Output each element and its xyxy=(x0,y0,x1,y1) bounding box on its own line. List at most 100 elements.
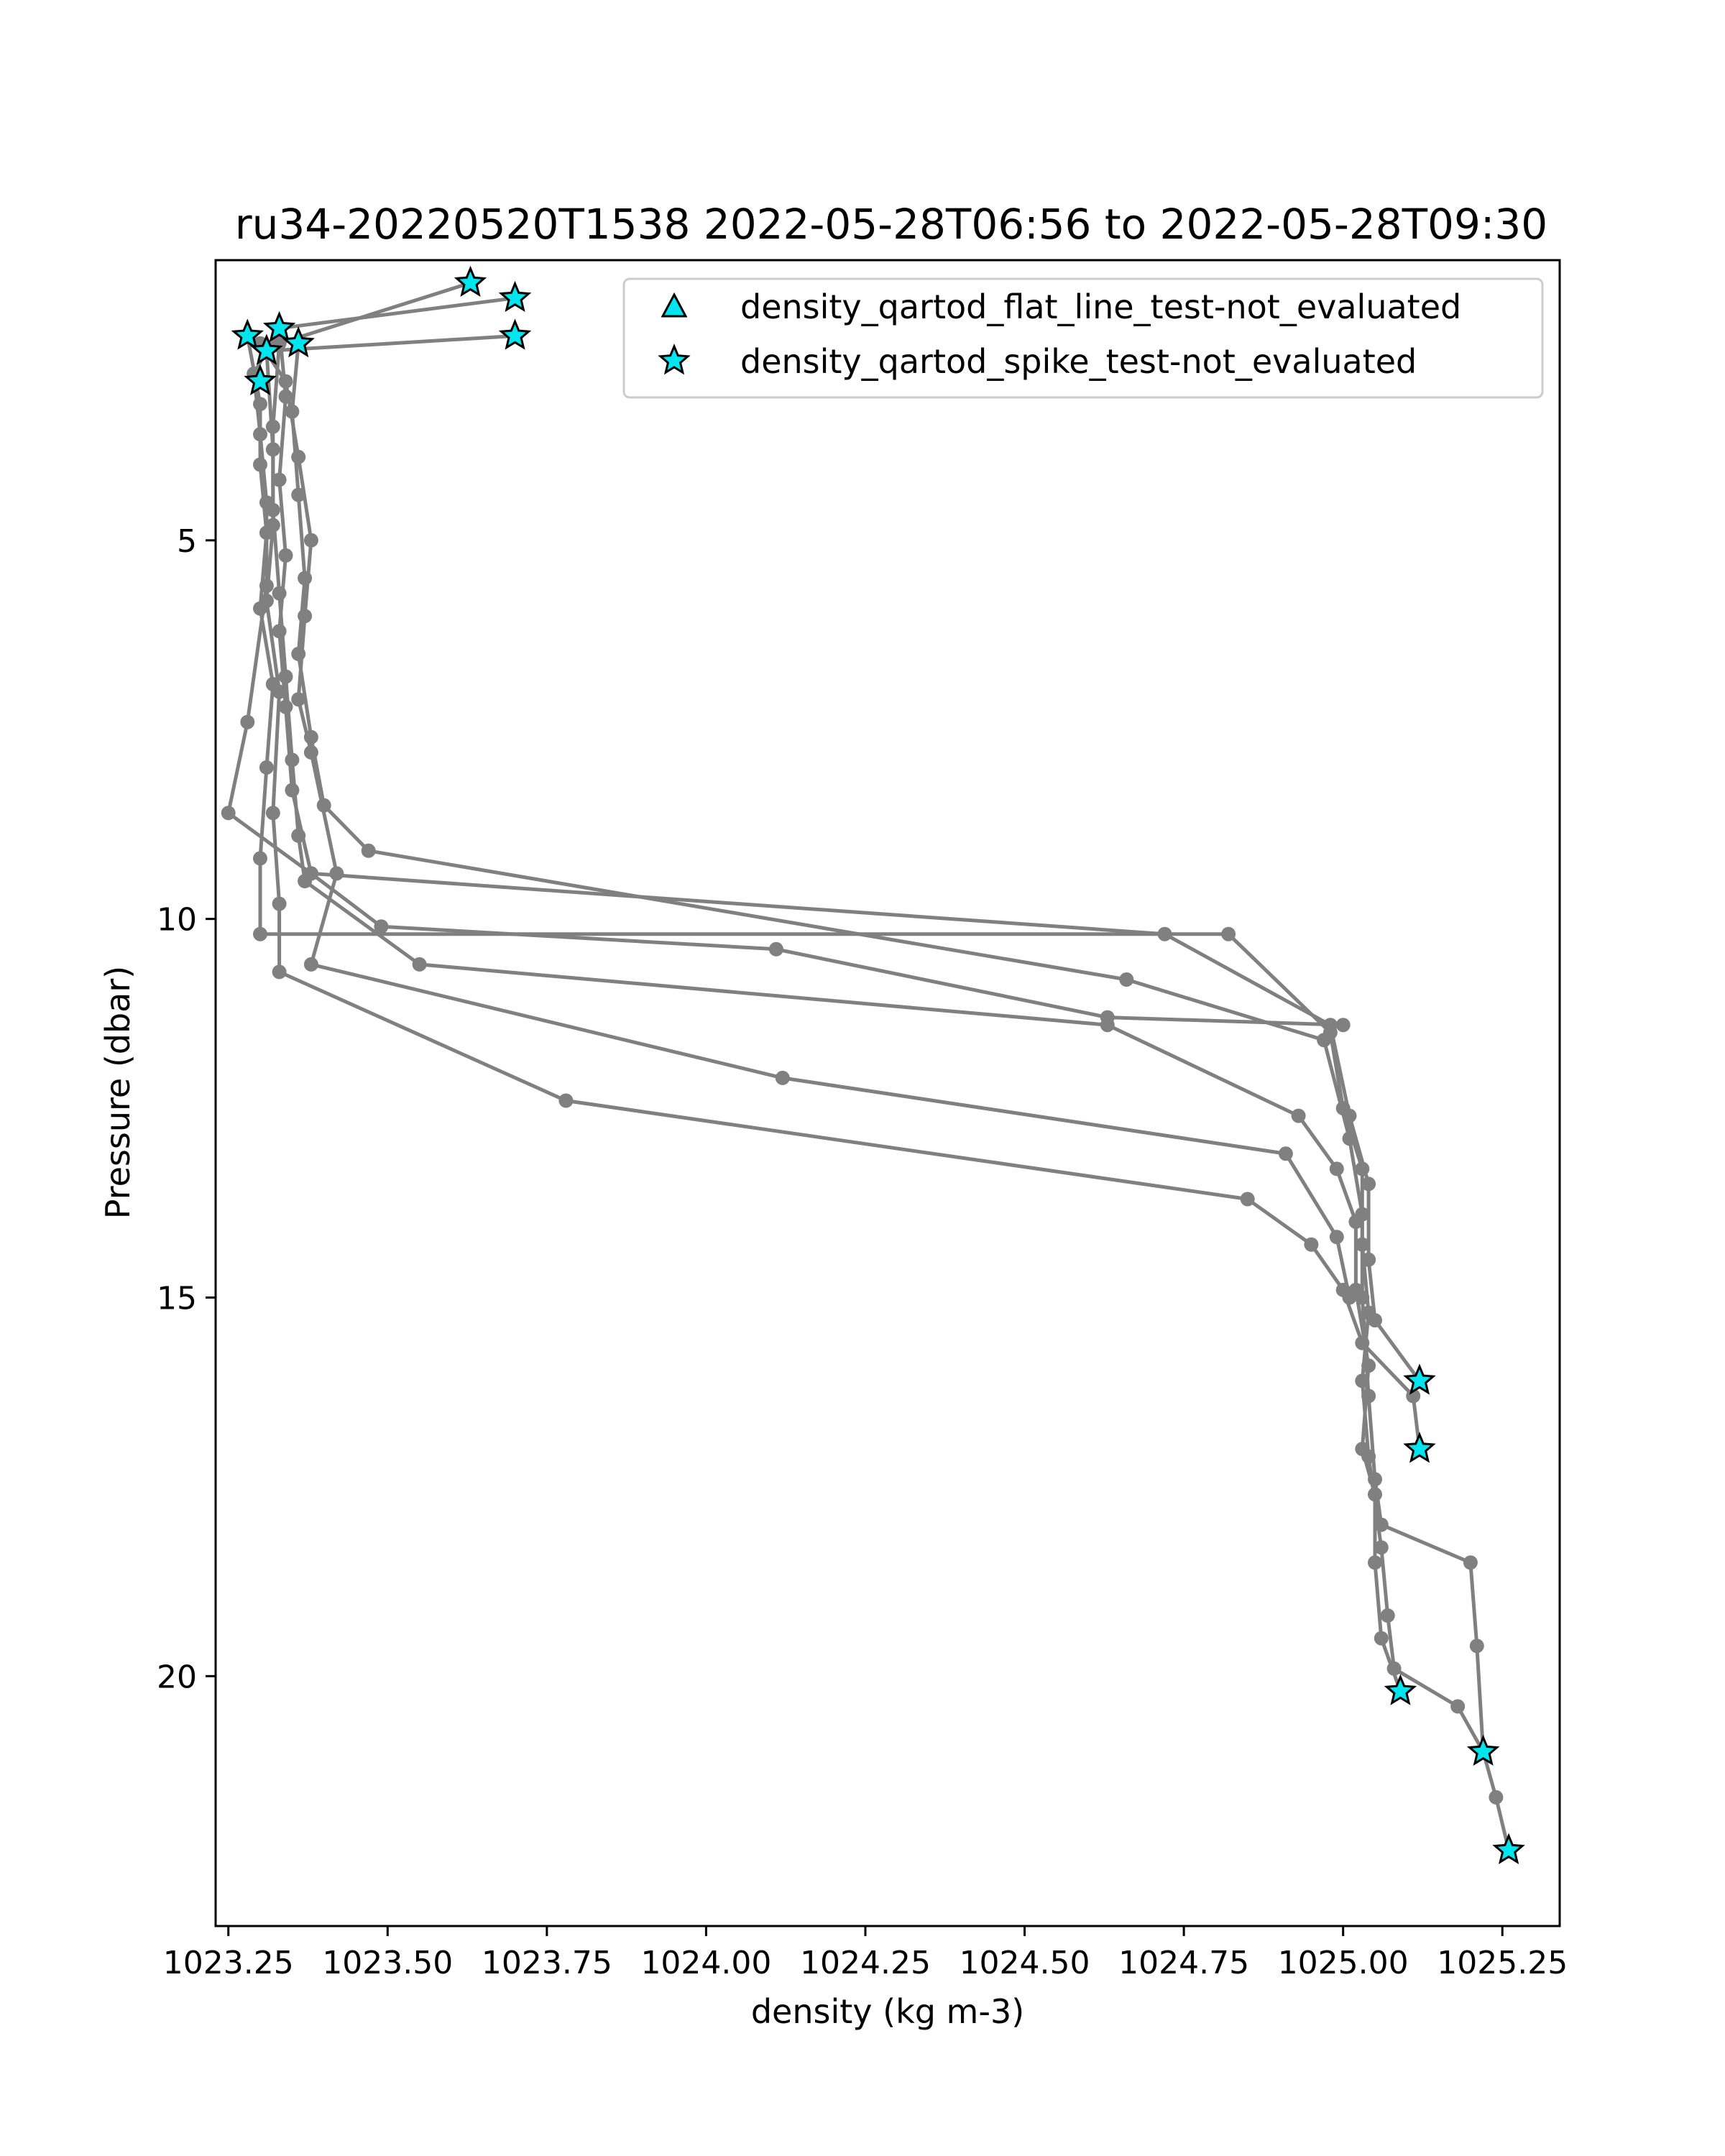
data-point xyxy=(1317,1033,1332,1048)
data-point xyxy=(1329,1230,1344,1245)
data-point xyxy=(1368,1313,1382,1328)
data-point xyxy=(1240,1192,1255,1207)
data-point xyxy=(265,806,280,821)
y-tick-label: 20 xyxy=(157,1659,197,1695)
data-point xyxy=(1361,1388,1376,1404)
legend: density_qartod_flat_line_test-not_evalua… xyxy=(622,277,1544,399)
x-tick-label: 1024.50 xyxy=(960,1945,1090,1981)
data-point xyxy=(1361,1358,1376,1373)
data-point xyxy=(329,866,344,881)
triangle-marker-icon xyxy=(661,292,688,318)
data-point xyxy=(278,548,293,563)
data-point xyxy=(1380,1608,1395,1623)
legend-label-flat-line: density_qartod_flat_line_test-not_evalua… xyxy=(740,287,1461,326)
spike-flag-star xyxy=(1466,1734,1500,1766)
plot-frame xyxy=(214,259,1561,1927)
data-point xyxy=(272,472,287,487)
spike-flag-star xyxy=(498,280,532,313)
data-point xyxy=(272,586,287,601)
data-point xyxy=(259,594,274,609)
data-point xyxy=(412,957,427,972)
data-point xyxy=(303,533,318,548)
data-point xyxy=(285,752,300,768)
spike-flag-star xyxy=(262,310,296,343)
profile-lines xyxy=(221,275,1517,1858)
spike-flag-star xyxy=(1384,1674,1417,1705)
star-marker-icon xyxy=(658,344,691,375)
data-point xyxy=(1335,1018,1351,1033)
data-point xyxy=(1374,1517,1389,1532)
data-point xyxy=(1355,1442,1370,1457)
data-point xyxy=(1368,1555,1382,1570)
y-axis-ticks: 5 10 15 20 xyxy=(157,523,216,1695)
profile-line xyxy=(277,328,1422,1382)
x-tick-label: 1025.00 xyxy=(1278,1945,1409,1981)
data-point xyxy=(272,896,287,911)
profile-line xyxy=(264,333,1422,1450)
profile-line xyxy=(271,281,1402,1692)
data-point xyxy=(768,941,783,957)
x-tick-label: 1023.75 xyxy=(482,1945,612,1981)
data-point xyxy=(278,699,293,714)
data-point xyxy=(298,609,313,624)
data-point xyxy=(1342,1290,1357,1305)
spike-flag-star xyxy=(282,326,315,358)
profile-line xyxy=(258,342,1351,1299)
data-point xyxy=(278,669,293,684)
x-tick-label: 1025.25 xyxy=(1437,1945,1568,1981)
data-point xyxy=(303,957,318,972)
data-point xyxy=(1374,1631,1389,1646)
data-point xyxy=(1361,1252,1376,1267)
data-point xyxy=(1406,1388,1421,1404)
data-point xyxy=(1329,1161,1344,1176)
data-point xyxy=(265,517,280,533)
data-point xyxy=(1463,1555,1478,1570)
data-point xyxy=(285,783,300,798)
data-point xyxy=(1361,1176,1376,1192)
data-point xyxy=(240,714,255,729)
chart-title: ru34-20220520T1538 2022-05-28T06:56 to 2… xyxy=(235,200,1547,249)
spike-flag-star xyxy=(454,265,487,297)
data-point xyxy=(259,760,274,775)
x-tick-label: 1023.50 xyxy=(322,1945,453,1981)
data-point xyxy=(253,926,267,941)
data-point xyxy=(298,874,313,888)
data-point xyxy=(558,1093,574,1108)
x-tick-label: 1023.25 xyxy=(163,1945,294,1981)
legend-label-spike: density_qartod_spike_test-not_evaluated xyxy=(740,342,1417,381)
y-tick-label: 10 xyxy=(157,902,197,939)
spike-flag-star xyxy=(1492,1833,1525,1864)
spike-flag-star xyxy=(231,318,264,350)
data-point xyxy=(1342,1131,1357,1146)
flag-markers xyxy=(231,265,1525,1864)
data-point xyxy=(775,1070,790,1085)
data-point xyxy=(278,374,293,389)
y-tick-label: 5 xyxy=(177,523,197,560)
data-point xyxy=(1469,1639,1484,1654)
x-axis-label: density (kg m-3) xyxy=(751,1992,1024,2031)
data-point xyxy=(1304,1237,1319,1252)
data-point xyxy=(272,964,287,980)
data-point xyxy=(221,806,236,821)
profile-line xyxy=(226,296,1343,1027)
data-point xyxy=(361,843,376,858)
data-point xyxy=(1100,1018,1115,1033)
spike-flag-star xyxy=(250,333,283,365)
spike-flag-star xyxy=(244,364,277,395)
x-tick-label: 1024.25 xyxy=(800,1945,931,1981)
data-point xyxy=(1157,926,1172,941)
y-tick-label: 15 xyxy=(157,1280,197,1317)
data-point xyxy=(1291,1108,1306,1123)
data-point xyxy=(1278,1146,1293,1161)
data-point xyxy=(1348,1215,1363,1230)
data-point xyxy=(265,442,280,457)
data-point xyxy=(374,919,389,934)
x-tick-label: 1024.75 xyxy=(1118,1945,1249,1981)
data-point xyxy=(272,684,287,699)
data-point xyxy=(1119,972,1134,987)
spike-flag-star xyxy=(1403,1432,1436,1463)
data-point xyxy=(1368,1487,1382,1502)
data-point xyxy=(1489,1789,1504,1805)
data-point xyxy=(1374,1540,1389,1555)
